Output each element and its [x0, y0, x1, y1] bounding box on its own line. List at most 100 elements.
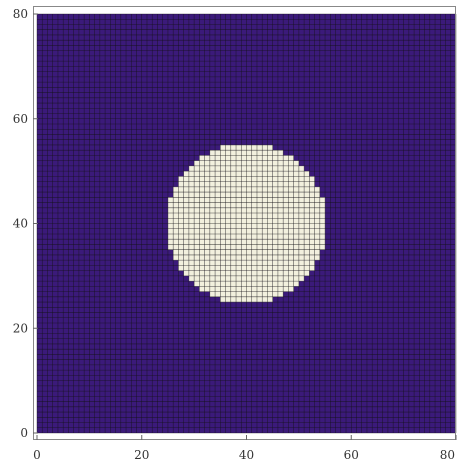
heatmap-cell [262, 260, 268, 266]
heatmap-cell [262, 207, 268, 214]
heatmap-cell [304, 239, 310, 245]
heatmap-cell [178, 181, 184, 187]
heatmap-cell [309, 192, 315, 198]
heatmap-cell [262, 213, 268, 219]
heatmap-cell [283, 197, 289, 203]
heatmap-cell [293, 165, 299, 172]
heatmap-cell [230, 275, 237, 282]
heatmap-cell [225, 160, 231, 166]
heatmap-cell [204, 239, 210, 245]
heatmap-cell [293, 275, 299, 282]
heatmap-cell [277, 270, 284, 276]
y-tick-label: 0 [20, 426, 28, 440]
heatmap-cell [309, 197, 315, 203]
heatmap-cell [246, 213, 252, 219]
heatmap-cell [241, 239, 247, 245]
heatmap-cell [251, 228, 258, 235]
heatmap-cell [167, 202, 174, 208]
heatmap-cell [178, 176, 184, 182]
heatmap-cell [236, 192, 242, 198]
heatmap-cell [293, 239, 299, 245]
heatmap-cell [225, 218, 231, 224]
heatmap-cell [209, 281, 216, 287]
heatmap-cell [220, 239, 226, 245]
heatmap-cell [246, 202, 252, 208]
heatmap-cell [220, 213, 226, 219]
heatmap-cell [309, 223, 315, 229]
heatmap-cell [267, 213, 273, 219]
heatmap-cell [178, 239, 184, 245]
heatmap-cell [220, 202, 226, 208]
heatmap-cell [241, 265, 247, 271]
heatmap-cell [188, 223, 195, 229]
heatmap-cell [283, 171, 289, 177]
heatmap-cell [283, 213, 289, 219]
heatmap-cell [256, 218, 263, 224]
heatmap-cell [256, 228, 263, 235]
heatmap-cell [246, 249, 252, 255]
heatmap-cell [167, 228, 174, 235]
heatmap-cell [262, 239, 268, 245]
heatmap-cell [246, 270, 252, 276]
heatmap-cell [230, 244, 237, 250]
heatmap-cell [199, 192, 205, 198]
heatmap-cell [304, 202, 310, 208]
heatmap-cell [194, 249, 200, 255]
heatmap-cell [272, 228, 278, 235]
heatmap-cell [293, 181, 299, 187]
heatmap-cell [188, 249, 195, 255]
heatmap-cell [225, 270, 231, 276]
heatmap-cell [215, 233, 221, 240]
heatmap-cell [309, 249, 315, 255]
heatmap-cell [251, 223, 258, 229]
heatmap-cell [272, 249, 278, 255]
heatmap-cell [220, 197, 226, 203]
heatmap-cell [256, 155, 263, 161]
heatmap-cell [288, 265, 294, 271]
heatmap-cell [225, 207, 231, 214]
heatmap-cell [262, 265, 268, 271]
heatmap-cell [277, 186, 284, 193]
heatmap-cell [251, 181, 258, 187]
heatmap-cell [199, 270, 205, 276]
heatmap-cell [194, 207, 200, 214]
heatmap-cell [230, 160, 237, 166]
heatmap-cell [173, 223, 179, 229]
heatmap-cell [277, 254, 284, 261]
heatmap-cell [277, 233, 284, 240]
heatmap-cell [251, 207, 258, 214]
heatmap-cell [277, 155, 284, 161]
heatmap-cell [251, 244, 258, 250]
heatmap-cell [204, 249, 210, 255]
heatmap-cell [188, 270, 195, 276]
heatmap-cell [220, 144, 226, 151]
heatmap-cell [236, 286, 242, 292]
heatmap-cell [215, 228, 221, 235]
heatmap-cell [251, 192, 258, 198]
heatmap-cell [246, 228, 252, 235]
heatmap-cell [288, 270, 294, 276]
heatmap-cell [204, 265, 210, 271]
heatmap-cell [283, 186, 289, 193]
heatmap-cell [194, 202, 200, 208]
heatmap-cell [209, 233, 216, 240]
heatmap-cell [314, 254, 320, 261]
heatmap-cell [225, 155, 231, 161]
heatmap-cell [209, 192, 216, 198]
heatmap-cell [298, 218, 305, 224]
heatmap-cell [204, 171, 210, 177]
heatmap-cell [314, 244, 320, 250]
heatmap-cell [209, 223, 216, 229]
heatmap-cell [225, 150, 231, 156]
heatmap-cell [183, 181, 189, 187]
heatmap-cell [183, 260, 189, 266]
heatmap-cell [194, 165, 200, 172]
heatmap-cell [194, 265, 200, 271]
heatmap-cell [251, 260, 258, 266]
heatmap-cell [178, 265, 184, 271]
heatmap-cell [256, 239, 263, 245]
heatmap-cell [230, 239, 237, 245]
heatmap-cell [256, 165, 263, 172]
heatmap-cell [188, 171, 195, 177]
heatmap-cell [236, 233, 242, 240]
